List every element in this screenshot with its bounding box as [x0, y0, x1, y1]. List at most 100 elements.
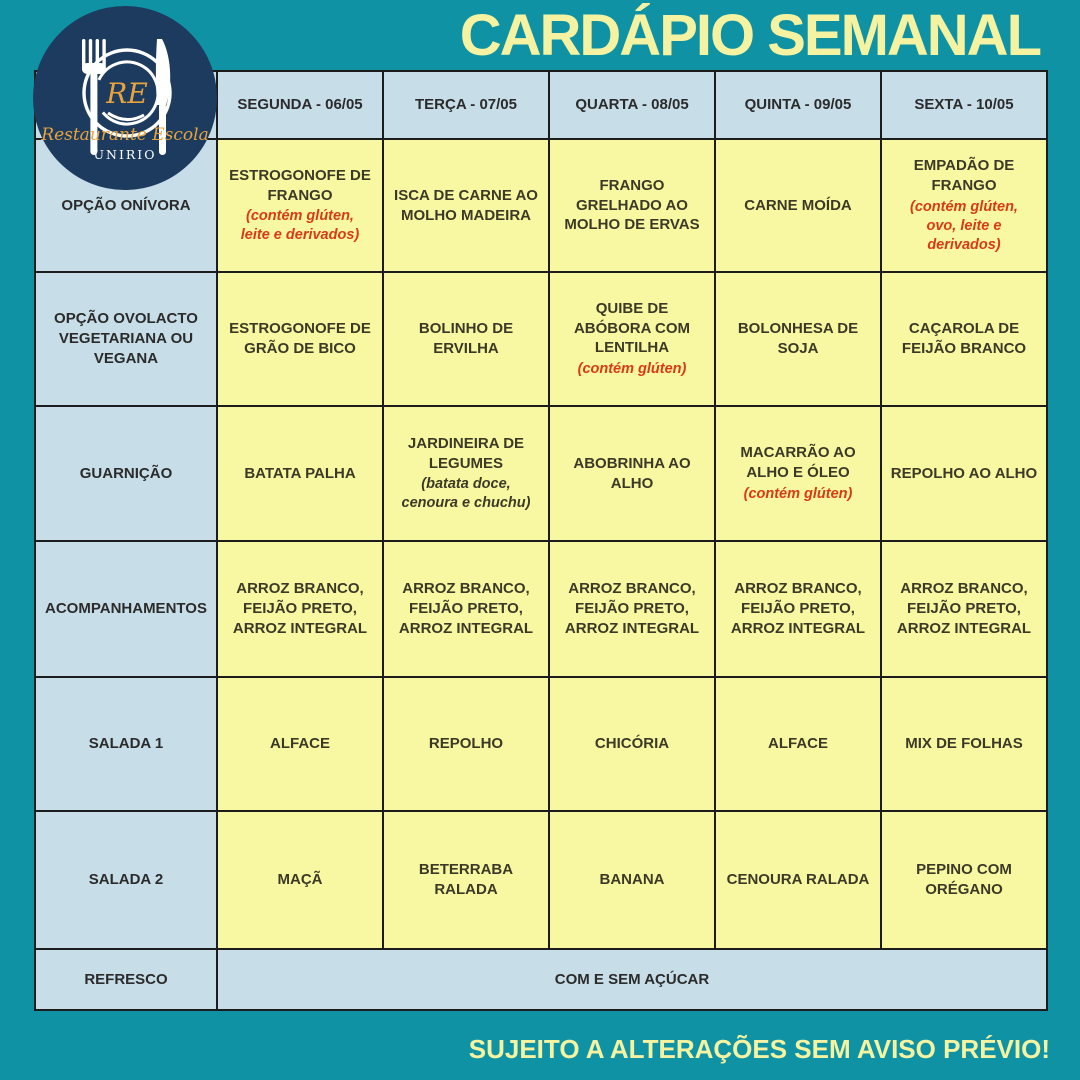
- allergen-note: (batata doce, cenoura e chuchu): [401, 476, 531, 512]
- row-label-text: ACOMPANHAMENTOS: [45, 600, 207, 618]
- menu-cell-r4-c0: ALFACE: [218, 678, 382, 810]
- menu-item-text: QUIBE DE ABÓBORA COM LENTILHA: [573, 299, 691, 357]
- menu-cell-r1-c0: ESTROGONOFE DE GRÃO DE BICO: [218, 273, 382, 405]
- menu-cell-r5-c0: MAÇÃ: [218, 812, 382, 948]
- allergen-note: (contém glúten): [743, 485, 853, 502]
- menu-cell-r0-c0: ESTROGONOFE DE FRANGO (contém glúten, lei…: [218, 140, 382, 271]
- allergen-note: (contém glúten, leite e derivados): [240, 208, 360, 244]
- menu-cell-r1-c3: BOLONHESA DE SOJA: [716, 273, 880, 405]
- menu-cell-r5-c4: PEPINO COM ORÉGANO: [882, 812, 1046, 948]
- menu-item-text: MAÇÃ: [277, 871, 323, 889]
- menu-item-text: ESTROGONOFE DE FRANGO: [229, 166, 371, 204]
- row-label-1: OPÇÃO OVOLACTO VEGETARIANA OU VEGANA: [36, 273, 216, 405]
- menu-item-text: ARROZ BRANCO, FEIJÃO PRETO, ARROZ INTEGR…: [232, 580, 368, 637]
- row-label-refresco: REFRESCO: [36, 950, 216, 1009]
- row-label-text: OPÇÃO OVOLACTO VEGETARIANA OU VEGANA: [54, 310, 198, 367]
- menu-item-text: ARROZ BRANCO, FEIJÃO PRETO, ARROZ INTEGR…: [564, 580, 700, 637]
- logo-institution: UNIRIO: [93, 147, 156, 162]
- menu-item-text: MACARRÃO AO ALHO E ÓLEO: [740, 444, 856, 482]
- menu-item-text: BANANA: [599, 871, 665, 889]
- menu-item-text: REPOLHO AO ALHO: [890, 464, 1038, 482]
- menu-cell-r1-c2: QUIBE DE ABÓBORA COM LENTILHA (contém glú…: [550, 273, 714, 405]
- day-header-label: QUARTA - 08/05: [575, 96, 689, 114]
- row-label-4: SALADA 1: [36, 678, 216, 810]
- menu-item-text: BATATA PALHA: [244, 464, 356, 482]
- plate-icon: [82, 48, 172, 138]
- menu-cell-r2-c4: REPOLHO AO ALHO: [882, 407, 1046, 540]
- logo-circle: [33, 6, 217, 190]
- menu-item-text: CHICÓRIA: [594, 735, 670, 753]
- menu-cell-r3-c3: ARROZ BRANCO, FEIJÃO PRETO, ARROZ INTEGR…: [716, 542, 880, 676]
- menu-item-text: CENOURA RALADA: [726, 871, 870, 889]
- menu-cell-r4-c4: MIX DE FOLHAS: [882, 678, 1046, 810]
- menu-cell-r2-c2: ABOBRINHA AO ALHO: [550, 407, 714, 540]
- menu-cell-r3-c0: ARROZ BRANCO, FEIJÃO PRETO, ARROZ INTEGR…: [218, 542, 382, 676]
- restaurant-logo: RE Restaurante Escola UNIRIO: [33, 6, 217, 190]
- day-header-label: TERÇA - 07/05: [415, 96, 517, 114]
- menu-item-text: CARNE MOÍDA: [744, 196, 852, 214]
- menu-item-text: BOLONHESA DE SOJA: [737, 320, 859, 357]
- menu-cell-r5-c3: CENOURA RALADA: [716, 812, 880, 948]
- refresco-text: COM E SEM AÇÚCAR: [554, 970, 710, 988]
- menu-item-text: ALFACE: [768, 735, 828, 753]
- menu-cell-r1-c1: BOLINHO DE ERVILHA: [384, 273, 548, 405]
- menu-table: SEGUNDA - 06/05 TERÇA - 07/05 QUARTA - 08/…: [34, 70, 1048, 1011]
- page-title: CARDÁPIO SEMANAL: [459, 3, 1042, 68]
- menu-item-text: PEPINO COM ORÉGANO: [916, 861, 1012, 898]
- fork-icon: [82, 39, 106, 155]
- menu-cell-r3-c1: ARROZ BRANCO, FEIJÃO PRETO, ARROZ INTEGR…: [384, 542, 548, 676]
- menu-cell-r3-c4: ARROZ BRANCO, FEIJÃO PRETO, ARROZ INTEGR…: [882, 542, 1046, 676]
- menu-item-text: ABOBRINHA AO ALHO: [573, 454, 691, 492]
- row-label-text: REFRESCO: [84, 970, 168, 988]
- menu-item-text: ESTROGONOFE DE GRÃO DE BICO: [229, 320, 371, 357]
- menu-cell-r0-c2: FRANGO GRELHADO AO MOLHO DE ERVAS: [550, 140, 714, 271]
- menu-item-text: ALFACE: [270, 735, 330, 753]
- menu-cell-r0-c4: EMPADÃO DE FRANGO (contém glúten, ovo, le…: [882, 140, 1046, 271]
- day-header-1: TERÇA - 07/05: [384, 72, 548, 138]
- footer-disclaimer: SUJEITO A ALTERAÇÕES SEM AVISO PRÉVIO!: [468, 1034, 1050, 1064]
- menu-item-text: MIX DE FOLHAS: [905, 735, 1023, 753]
- menu-cell-r2-c1: JARDINEIRA DE LEGUMES (batata doce, cenou…: [384, 407, 548, 540]
- row-label-text: OPÇÃO ONÍVORA: [61, 196, 191, 214]
- menu-cell-r2-c0: BATATA PALHA: [218, 407, 382, 540]
- row-label-5: SALADA 2: [36, 812, 216, 948]
- menu-item-text: EMPADÃO DE FRANGO: [913, 157, 1015, 195]
- day-header-4: SEXTA - 10/05: [882, 72, 1046, 138]
- menu-cell-r3-c2: ARROZ BRANCO, FEIJÃO PRETO, ARROZ INTEGR…: [550, 542, 714, 676]
- row-label-text: SALADA 2: [88, 871, 164, 889]
- menu-cell-r2-c3: MACARRÃO AO ALHO E ÓLEO (contém glúten): [716, 407, 880, 540]
- menu-item-text: CAÇAROLA DE FEIJÃO BRANCO: [901, 320, 1027, 357]
- logo-name: Restaurante Escola: [40, 125, 208, 145]
- menu-item-text: BOLINHO DE ERVILHA: [418, 320, 514, 357]
- day-header-label: SEGUNDA - 06/05: [237, 96, 363, 114]
- menu-cell-r5-c2: BANANA: [550, 812, 714, 948]
- refresco-value-cell: COM E SEM AÇÚCAR: [218, 950, 1046, 1009]
- menu-item-text: ARROZ BRANCO, FEIJÃO PRETO, ARROZ INTEGR…: [730, 580, 866, 637]
- menu-item-text: JARDINEIRA DE LEGUMES: [407, 434, 525, 472]
- allergen-note: (contém glúten): [577, 361, 687, 378]
- menu-cell-r4-c2: CHICÓRIA: [550, 678, 714, 810]
- menu-cell-r0-c3: CARNE MOÍDA: [716, 140, 880, 271]
- menu-cell-r4-c3: ALFACE: [716, 678, 880, 810]
- row-label-text: GUARNIÇÃO: [79, 464, 173, 482]
- row-label-text: SALADA 1: [88, 735, 164, 753]
- menu-item-text: ARROZ BRANCO, FEIJÃO PRETO, ARROZ INTEGR…: [896, 580, 1032, 637]
- logo-initials: RE: [105, 77, 148, 110]
- menu-item-text: ISCA DE CARNE AO MOLHO MADEIRA: [394, 186, 538, 224]
- menu-cell-r1-c4: CAÇAROLA DE FEIJÃO BRANCO: [882, 273, 1046, 405]
- day-header-0: SEGUNDA - 06/05: [218, 72, 382, 138]
- menu-cell-r5-c1: BETERRABA RALADA: [384, 812, 548, 948]
- menu-item-text: BETERRABA RALADA: [418, 861, 514, 898]
- menu-cell-r4-c1: REPOLHO: [384, 678, 548, 810]
- day-header-3: QUINTA - 09/05: [716, 72, 880, 138]
- menu-item-text: REPOLHO: [428, 735, 504, 753]
- day-header-label: QUINTA - 09/05: [744, 96, 852, 114]
- allergen-note: (contém glúten, ovo, leite e derivados): [910, 199, 1018, 253]
- menu-item-text: ARROZ BRANCO, FEIJÃO PRETO, ARROZ INTEGR…: [398, 580, 534, 637]
- day-header-label: SEXTA - 10/05: [914, 96, 1014, 114]
- menu-item-text: FRANGO GRELHADO AO MOLHO DE ERVAS: [564, 176, 700, 234]
- row-label-2: GUARNIÇÃO: [36, 407, 216, 540]
- day-header-2: QUARTA - 08/05: [550, 72, 714, 138]
- menu-cell-r0-c1: ISCA DE CARNE AO MOLHO MADEIRA: [384, 140, 548, 271]
